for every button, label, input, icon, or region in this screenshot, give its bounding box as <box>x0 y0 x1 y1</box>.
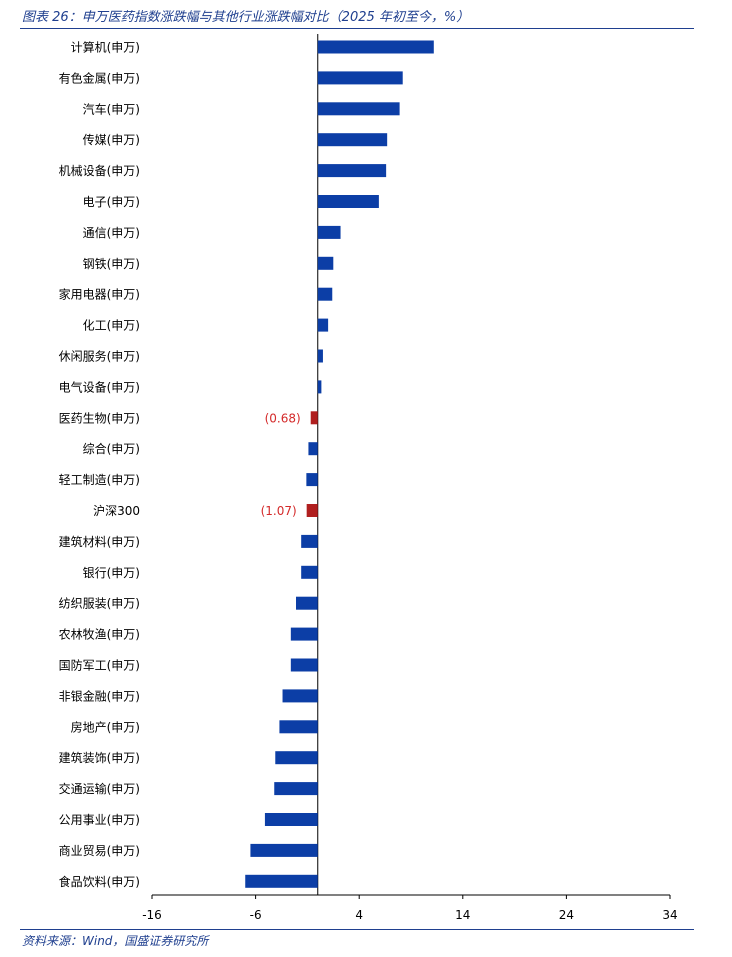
category-label-电气设备: 电气设备(申万) <box>59 379 140 394</box>
data-label-沪深300: (1.07) <box>261 504 297 518</box>
category-label-农林牧渔: 农林牧渔(申万) <box>59 628 140 642</box>
category-label-轻工制造: 轻工制造(申万) <box>59 473 140 487</box>
x-tick-label: 34 <box>662 908 677 922</box>
chart-caption: 图表 26：申万医药指数涨跌幅与其他行业涨跌幅对比（2025 年初至今，%） <box>22 10 470 25</box>
category-label-建筑装饰: 建筑装饰(申万) <box>59 750 140 765</box>
bar-汽车 <box>317 102 400 116</box>
bar-化工 <box>317 318 329 332</box>
bar-有色金属 <box>317 71 403 85</box>
bar-农林牧渔 <box>290 627 318 641</box>
bar-电气设备 <box>317 380 322 394</box>
category-label-商业贸易: 商业贸易(申万) <box>59 843 140 858</box>
category-label-交通运输: 交通运输(申万) <box>59 781 140 796</box>
category-label-家用电器: 家用电器(申万) <box>59 287 140 302</box>
category-label-化工: 化工(申万) <box>83 319 140 333</box>
bar-传媒 <box>317 133 388 147</box>
bar-国防军工 <box>290 658 318 672</box>
source-note: 资料来源：Wind，国盛证券研究所 <box>22 934 209 948</box>
category-label-医药生物: 医药生物(申万) <box>59 411 140 425</box>
data-label-医药生物: (0.68) <box>265 411 301 425</box>
category-label-食品饮料: 食品饮料(申万) <box>59 874 140 889</box>
bar-商业贸易 <box>250 843 318 857</box>
bar-钢铁 <box>317 256 334 270</box>
bar-综合 <box>308 442 318 456</box>
bottom-rule <box>20 929 694 930</box>
bar-非银金融 <box>282 689 318 703</box>
category-label-汽车: 汽车(申万) <box>83 101 140 116</box>
category-label-建筑材料: 建筑材料(申万) <box>59 534 140 549</box>
bar-建筑材料 <box>301 534 318 548</box>
bar-沪深300 <box>306 504 318 517</box>
category-label-国防军工: 国防军工(申万) <box>59 658 140 673</box>
bar-计算机 <box>317 40 434 54</box>
x-tick-label: 14 <box>455 908 470 922</box>
top-rule <box>20 28 694 29</box>
category-label-计算机: 计算机(申万) <box>71 40 140 55</box>
bar-电子 <box>317 195 379 208</box>
bar-通信 <box>317 225 341 239</box>
category-label-有色金属: 有色金属(申万) <box>59 70 140 85</box>
x-tick-label: -16 <box>142 908 162 922</box>
bar-医药生物 <box>310 411 318 425</box>
category-label-纺织服装: 纺织服装(申万) <box>59 597 140 611</box>
category-label-休闲服务: 休闲服务(申万) <box>59 349 140 364</box>
bar-交通运输 <box>274 782 318 796</box>
category-label-公用事业: 公用事业(申万) <box>59 813 140 827</box>
bar-chart: -16 -6 4 14 24 34 计算机(申万) 有色金属(申万) 汽车(申万) 传媒(申万) 机… <box>59 34 678 922</box>
category-label-沪深300: 沪深300 <box>93 504 140 518</box>
bar-轻工制造 <box>306 473 318 487</box>
bar-银行 <box>301 565 318 579</box>
category-label-传媒: 传媒(申万) <box>83 132 140 147</box>
bar-纺织服装 <box>296 596 318 610</box>
bar-休闲服务 <box>317 349 323 363</box>
x-tick-label: 4 <box>355 908 363 922</box>
bar-房地产 <box>279 720 318 734</box>
bar-公用事业 <box>264 813 318 826</box>
bar-食品饮料 <box>245 874 318 888</box>
category-label-综合: 综合(申万) <box>83 441 140 456</box>
bar-建筑装饰 <box>275 751 318 765</box>
bar-家用电器 <box>317 287 333 301</box>
category-label-房地产: 房地产(申万) <box>71 719 140 734</box>
category-label-电子: 电子(申万) <box>83 195 140 209</box>
x-tick-label: -6 <box>250 908 262 922</box>
category-label-通信: 通信(申万) <box>83 226 140 240</box>
category-label-银行: 银行(申万) <box>83 566 140 580</box>
bar-机械设备 <box>317 164 387 178</box>
category-label-机械设备: 机械设备(申万) <box>59 163 140 178</box>
category-label-钢铁: 钢铁(申万) <box>83 257 140 271</box>
category-label-非银金融: 非银金融(申万) <box>59 688 140 703</box>
x-tick-label: 24 <box>559 908 574 922</box>
